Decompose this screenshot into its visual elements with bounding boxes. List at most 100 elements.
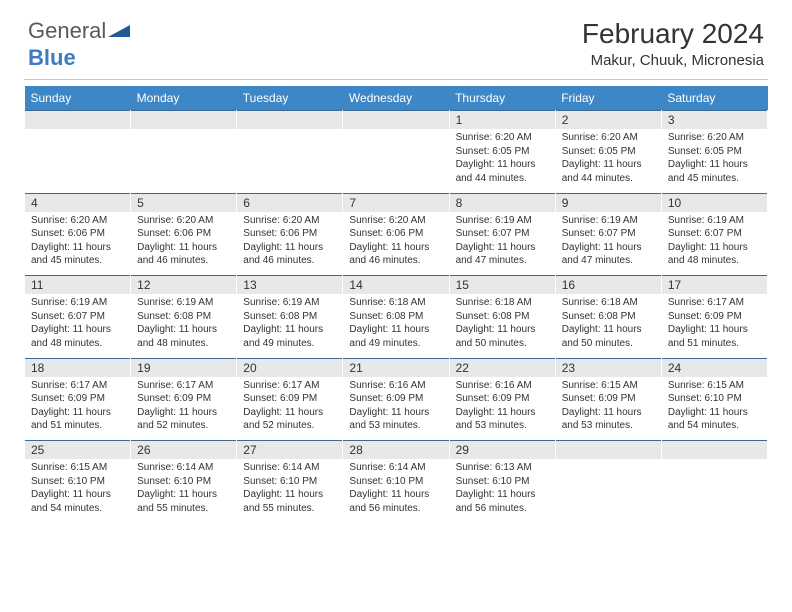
day-number-cell: 14 — [343, 276, 449, 295]
day-number-row: 18192021222324 — [25, 358, 768, 377]
day-detail-cell: Sunrise: 6:20 AMSunset: 6:05 PMDaylight:… — [555, 129, 661, 193]
day-detail-cell: Sunrise: 6:17 AMSunset: 6:09 PMDaylight:… — [131, 377, 237, 441]
daylight-line: Daylight: 11 hours and 50 minutes. — [456, 323, 549, 350]
day-detail-cell: Sunrise: 6:14 AMSunset: 6:10 PMDaylight:… — [131, 459, 237, 523]
daylight-line: Daylight: 11 hours and 48 minutes. — [137, 323, 230, 350]
day-detail-cell: Sunrise: 6:13 AMSunset: 6:10 PMDaylight:… — [449, 459, 555, 523]
day-detail-cell: Sunrise: 6:15 AMSunset: 6:10 PMDaylight:… — [661, 377, 767, 441]
daylight-line: Daylight: 11 hours and 52 minutes. — [137, 406, 230, 433]
day-detail-cell: Sunrise: 6:19 AMSunset: 6:07 PMDaylight:… — [555, 212, 661, 276]
day-number-cell: 10 — [661, 193, 767, 212]
sunset-line: Sunset: 6:10 PM — [456, 475, 549, 489]
sunset-line: Sunset: 6:06 PM — [31, 227, 124, 241]
day-number-cell: 6 — [237, 193, 343, 212]
sunset-line: Sunset: 6:09 PM — [243, 392, 336, 406]
day-number-cell: 13 — [237, 276, 343, 295]
daylight-line: Daylight: 11 hours and 51 minutes. — [668, 323, 761, 350]
day-number-row: 45678910 — [25, 193, 768, 212]
day-detail-cell: Sunrise: 6:19 AMSunset: 6:07 PMDaylight:… — [25, 294, 131, 358]
day-detail-cell: Sunrise: 6:14 AMSunset: 6:10 PMDaylight:… — [343, 459, 449, 523]
sunrise-line: Sunrise: 6:19 AM — [243, 296, 336, 310]
month-title: February 2024 — [582, 18, 764, 50]
sunset-line: Sunset: 6:05 PM — [668, 145, 761, 159]
daylight-line: Daylight: 11 hours and 56 minutes. — [349, 488, 442, 515]
daylight-line: Daylight: 11 hours and 46 minutes. — [349, 241, 442, 268]
sunset-line: Sunset: 6:08 PM — [456, 310, 549, 324]
sunset-line: Sunset: 6:05 PM — [456, 145, 549, 159]
weekday-header: Thursday — [449, 86, 555, 111]
day-number-cell: 3 — [661, 111, 767, 130]
header: General Blue February 2024 Makur, Chuuk,… — [0, 0, 792, 79]
day-number-cell: 5 — [131, 193, 237, 212]
day-detail-cell: Sunrise: 6:14 AMSunset: 6:10 PMDaylight:… — [237, 459, 343, 523]
daylight-line: Daylight: 11 hours and 55 minutes. — [137, 488, 230, 515]
sunrise-line: Sunrise: 6:20 AM — [349, 214, 442, 228]
day-number-cell: 24 — [661, 358, 767, 377]
sunset-line: Sunset: 6:06 PM — [137, 227, 230, 241]
sunrise-line: Sunrise: 6:17 AM — [668, 296, 761, 310]
sunrise-line: Sunrise: 6:16 AM — [349, 379, 442, 393]
sunset-line: Sunset: 6:07 PM — [668, 227, 761, 241]
day-detail-cell: Sunrise: 6:18 AMSunset: 6:08 PMDaylight:… — [555, 294, 661, 358]
daylight-line: Daylight: 11 hours and 48 minutes. — [31, 323, 124, 350]
weekday-header-row: SundayMondayTuesdayWednesdayThursdayFrid… — [25, 86, 768, 111]
day-number-cell: 20 — [237, 358, 343, 377]
sunset-line: Sunset: 6:05 PM — [562, 145, 655, 159]
sunrise-line: Sunrise: 6:18 AM — [349, 296, 442, 310]
day-detail-cell — [343, 129, 449, 193]
daylight-line: Daylight: 11 hours and 53 minutes. — [562, 406, 655, 433]
sunset-line: Sunset: 6:09 PM — [31, 392, 124, 406]
daylight-line: Daylight: 11 hours and 50 minutes. — [562, 323, 655, 350]
sunrise-line: Sunrise: 6:15 AM — [31, 461, 124, 475]
day-detail-cell: Sunrise: 6:19 AMSunset: 6:08 PMDaylight:… — [237, 294, 343, 358]
day-detail-cell — [661, 459, 767, 523]
sunset-line: Sunset: 6:06 PM — [349, 227, 442, 241]
day-detail-row: Sunrise: 6:19 AMSunset: 6:07 PMDaylight:… — [25, 294, 768, 358]
daylight-line: Daylight: 11 hours and 54 minutes. — [668, 406, 761, 433]
sunset-line: Sunset: 6:09 PM — [562, 392, 655, 406]
day-number-cell: 2 — [555, 111, 661, 130]
day-detail-cell: Sunrise: 6:17 AMSunset: 6:09 PMDaylight:… — [661, 294, 767, 358]
header-divider — [24, 79, 768, 80]
daylight-line: Daylight: 11 hours and 53 minutes. — [349, 406, 442, 433]
daylight-line: Daylight: 11 hours and 44 minutes. — [562, 158, 655, 185]
title-block: February 2024 Makur, Chuuk, Micronesia — [582, 18, 764, 69]
day-detail-cell — [237, 129, 343, 193]
logo: General Blue — [28, 18, 132, 71]
sunrise-line: Sunrise: 6:20 AM — [456, 131, 549, 145]
day-number-cell: 11 — [25, 276, 131, 295]
sunrise-line: Sunrise: 6:14 AM — [137, 461, 230, 475]
day-detail-row: Sunrise: 6:15 AMSunset: 6:10 PMDaylight:… — [25, 459, 768, 523]
day-detail-cell: Sunrise: 6:18 AMSunset: 6:08 PMDaylight:… — [343, 294, 449, 358]
sunset-line: Sunset: 6:10 PM — [349, 475, 442, 489]
day-detail-cell — [131, 129, 237, 193]
day-number-cell: 17 — [661, 276, 767, 295]
day-number-cell: 27 — [237, 441, 343, 460]
day-number-cell: 7 — [343, 193, 449, 212]
daylight-line: Daylight: 11 hours and 51 minutes. — [31, 406, 124, 433]
sunrise-line: Sunrise: 6:14 AM — [349, 461, 442, 475]
daylight-line: Daylight: 11 hours and 48 minutes. — [668, 241, 761, 268]
sunset-line: Sunset: 6:08 PM — [137, 310, 230, 324]
day-detail-cell: Sunrise: 6:20 AMSunset: 6:06 PMDaylight:… — [25, 212, 131, 276]
day-number-cell — [555, 441, 661, 460]
sunset-line: Sunset: 6:09 PM — [137, 392, 230, 406]
weekday-header: Monday — [131, 86, 237, 111]
sunset-line: Sunset: 6:10 PM — [31, 475, 124, 489]
weekday-header: Wednesday — [343, 86, 449, 111]
sunset-line: Sunset: 6:09 PM — [349, 392, 442, 406]
daylight-line: Daylight: 11 hours and 55 minutes. — [243, 488, 336, 515]
sunset-line: Sunset: 6:08 PM — [243, 310, 336, 324]
day-detail-cell — [25, 129, 131, 193]
day-detail-cell: Sunrise: 6:15 AMSunset: 6:10 PMDaylight:… — [25, 459, 131, 523]
day-number-cell: 9 — [555, 193, 661, 212]
sunrise-line: Sunrise: 6:18 AM — [456, 296, 549, 310]
day-number-cell — [237, 111, 343, 130]
sunset-line: Sunset: 6:10 PM — [137, 475, 230, 489]
day-number-cell: 26 — [131, 441, 237, 460]
sunset-line: Sunset: 6:10 PM — [243, 475, 336, 489]
sunrise-line: Sunrise: 6:19 AM — [562, 214, 655, 228]
sunrise-line: Sunrise: 6:19 AM — [668, 214, 761, 228]
sunset-line: Sunset: 6:07 PM — [562, 227, 655, 241]
sunrise-line: Sunrise: 6:17 AM — [137, 379, 230, 393]
